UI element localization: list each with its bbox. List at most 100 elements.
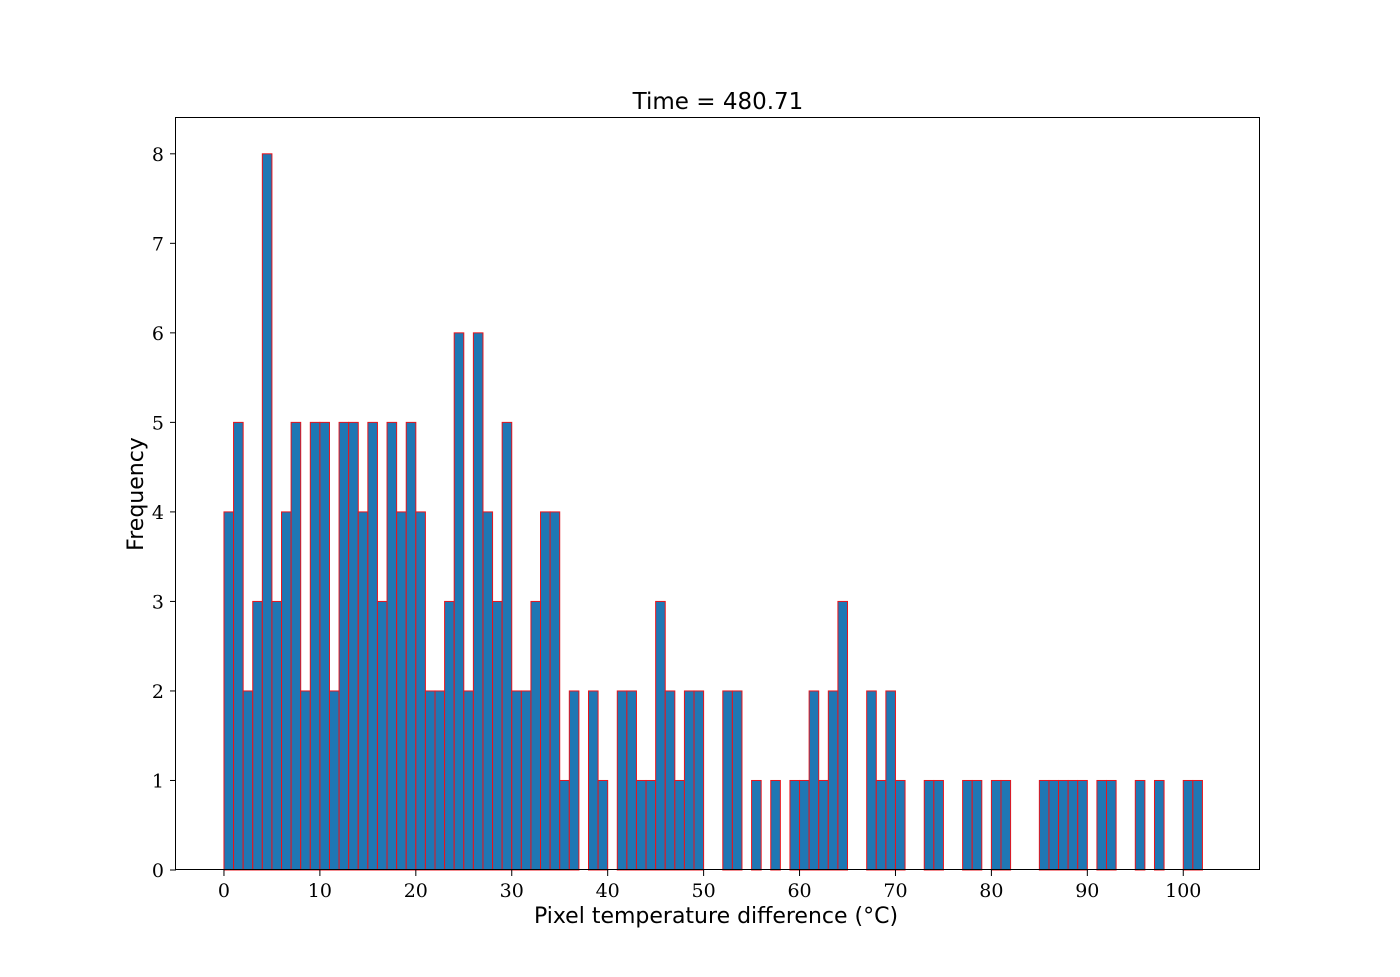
x-axis-label: Pixel temperature difference (°C) — [534, 904, 898, 929]
histogram-bar — [434, 690, 446, 871]
histogram-bar — [1096, 779, 1108, 871]
plot-frame — [175, 117, 1260, 870]
x-tick-label: 60 — [787, 880, 811, 902]
y-tick-label: 0 — [152, 860, 164, 882]
histogram-bar — [1067, 779, 1079, 871]
histogram-bar — [444, 600, 455, 871]
x-tick-label: 40 — [596, 880, 620, 902]
x-tick-label: 90 — [1075, 880, 1099, 902]
histogram-bar — [866, 690, 877, 871]
histogram-bar — [559, 779, 570, 871]
y-tick-label: 7 — [152, 233, 164, 255]
y-axis-label: Frequency — [124, 437, 149, 551]
histogram-bar — [367, 421, 378, 871]
chart-title: Time = 480.71 — [632, 89, 804, 115]
histogram-bar — [501, 421, 513, 871]
histogram-bar — [568, 690, 580, 871]
histogram-bar — [309, 421, 321, 871]
histogram-bar — [252, 600, 263, 871]
y-tick-label: 8 — [152, 144, 164, 166]
histogram-bar — [885, 690, 896, 871]
histogram-bar — [990, 779, 1002, 871]
histogram-bar — [453, 332, 465, 871]
histogram-bar — [300, 690, 311, 871]
histogram-bar — [290, 421, 302, 871]
histogram-bar — [751, 779, 762, 871]
histogram-bar — [616, 690, 628, 871]
histogram-bar — [789, 779, 801, 871]
histogram-bar — [827, 690, 839, 871]
histogram-bar — [645, 779, 657, 871]
histogram-bar — [923, 779, 935, 871]
histogram-bar — [1106, 779, 1117, 871]
histogram-bar — [722, 690, 733, 871]
histogram-bar — [338, 421, 350, 871]
histogram-bar — [328, 690, 340, 871]
histogram-bar — [808, 690, 820, 871]
histogram-bar — [424, 690, 436, 871]
histogram-bar — [674, 779, 685, 871]
histogram-bar — [540, 511, 551, 871]
x-tick-label: 100 — [1165, 880, 1201, 902]
histogram-bar — [664, 690, 676, 871]
histogram-bar — [1058, 779, 1069, 871]
histogram-bar — [281, 511, 292, 871]
histogram-bar — [386, 421, 398, 871]
bars-group — [223, 153, 1203, 871]
histogram-bar — [971, 779, 983, 871]
histogram-bar — [597, 779, 609, 871]
histogram-bar — [482, 511, 494, 871]
histogram-bar — [492, 600, 503, 871]
y-tick-label: 2 — [152, 681, 164, 703]
x-tick-label: 50 — [692, 880, 716, 902]
histogram-bar — [693, 690, 705, 871]
histogram-bar — [1038, 779, 1050, 871]
histogram-bar — [655, 600, 666, 871]
x-axis-ticks: 0 10 20 30 40 50 60 70 80 90 100 — [218, 870, 1201, 902]
histogram-bar — [1048, 779, 1060, 871]
y-tick-label: 4 — [152, 502, 164, 524]
y-tick-label: 1 — [152, 770, 164, 792]
histogram-bar — [635, 779, 647, 871]
histogram-bar — [511, 690, 522, 871]
x-tick-label: 80 — [979, 880, 1003, 902]
histogram-bar — [894, 779, 906, 871]
y-axis-ticks: 0 1 2 3 4 5 6 7 8 — [152, 144, 176, 882]
histogram-bar — [587, 690, 599, 871]
y-tick-label: 5 — [152, 412, 164, 434]
histogram-bar — [319, 421, 330, 871]
histogram-bar — [1192, 779, 1203, 871]
histogram-bar — [376, 600, 388, 871]
histogram-bar — [357, 511, 369, 871]
histogram-bar — [962, 779, 973, 871]
x-tick-label: 30 — [500, 880, 524, 902]
histogram-bar — [933, 779, 944, 871]
histogram-bar — [770, 779, 781, 871]
histogram-bar — [242, 690, 254, 871]
histogram-bar — [875, 779, 887, 871]
histogram-bar — [271, 600, 283, 871]
x-tick-label: 20 — [404, 880, 428, 902]
x-tick-label: 70 — [883, 880, 907, 902]
x-tick-label: 10 — [308, 880, 332, 902]
histogram-bar — [683, 690, 695, 871]
histogram-bar — [731, 690, 743, 871]
histogram-bar — [1134, 779, 1146, 871]
histogram-bar — [233, 421, 244, 871]
histogram-bar — [261, 153, 273, 871]
y-tick-label: 3 — [152, 591, 164, 613]
histogram-bar — [799, 779, 810, 871]
histogram-bar — [348, 421, 359, 871]
histogram-bar — [405, 421, 417, 871]
histogram-bar — [1182, 779, 1194, 871]
histogram-bar — [837, 600, 849, 871]
histogram-bar — [1153, 779, 1165, 871]
histogram-bar — [396, 511, 407, 871]
y-tick-label: 6 — [152, 323, 164, 345]
histogram-bar — [463, 690, 474, 871]
histogram-bar — [818, 779, 829, 871]
histogram-bar — [549, 511, 561, 871]
histogram-bar — [530, 600, 542, 871]
histogram-bar — [1077, 779, 1088, 871]
